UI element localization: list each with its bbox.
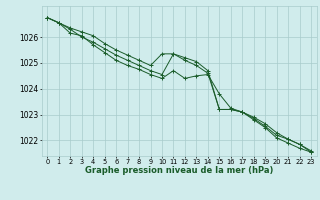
X-axis label: Graphe pression niveau de la mer (hPa): Graphe pression niveau de la mer (hPa) — [85, 166, 273, 175]
